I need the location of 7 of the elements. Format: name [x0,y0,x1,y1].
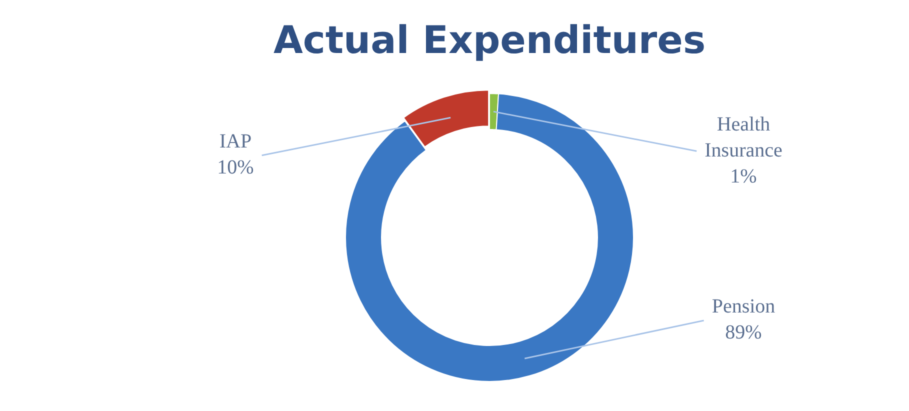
slice-label: Pension [712,296,776,318]
data-label: 89% [725,322,762,344]
data-label: 10% [217,156,254,179]
slice-label: Health Insurance [704,113,782,162]
chart-title: Actual Expenditures [272,18,707,62]
data-label: 1% [730,165,757,188]
slice-label: IAP [219,130,252,153]
